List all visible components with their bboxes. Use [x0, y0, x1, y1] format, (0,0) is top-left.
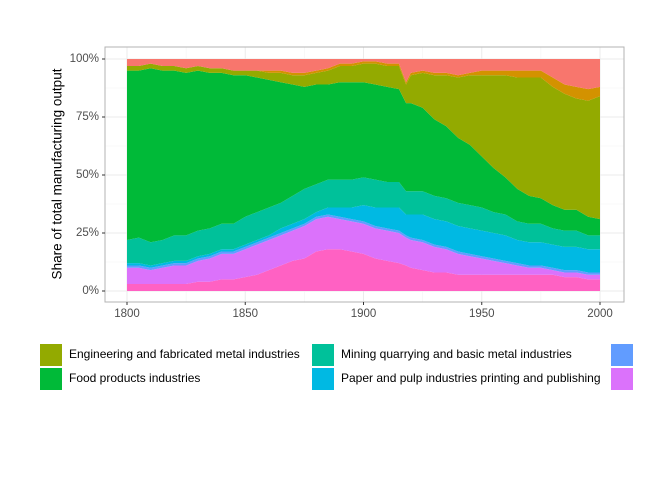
legend-key: [40, 368, 62, 390]
legend-item: Food products industries: [40, 368, 200, 390]
y-axis: 0% 25% 50% 75% 100%: [70, 53, 105, 297]
x-tick-label: 1900: [351, 308, 377, 320]
y-axis-title: Share of total manufacturing output: [50, 68, 65, 279]
legend-key: [40, 344, 62, 366]
x-tick-label: 1950: [469, 308, 495, 320]
area-series-5: [127, 177, 600, 266]
area-series-8: [127, 61, 600, 101]
legend-key: [611, 344, 633, 366]
x-tick-label: 2000: [587, 308, 613, 320]
legend-item: [611, 368, 633, 390]
x-tick-label: 1850: [232, 308, 258, 320]
y-tick-label: 0%: [82, 285, 99, 297]
y-tick-label: 25%: [76, 227, 99, 239]
legend-label: Mining quarrying and basic metal industr…: [341, 347, 572, 361]
area-series-group: [127, 59, 600, 291]
legend-item: [611, 344, 633, 366]
area-series-2: [127, 216, 600, 285]
x-tick-label: 1800: [114, 308, 140, 320]
legend-item: Paper and pulp industries printing and p…: [312, 368, 601, 390]
legend-key: [312, 344, 334, 366]
area-series-6: [127, 68, 600, 243]
legend-key: [611, 368, 633, 390]
legend: Engineering and fabricated metal industr…: [40, 344, 633, 390]
x-axis: 1800 1850 1900 1950 2000: [114, 302, 613, 320]
legend-item: Engineering and fabricated metal industr…: [40, 344, 300, 366]
y-tick-label: 50%: [76, 169, 99, 181]
area-series-1: [127, 249, 600, 291]
area-series-3: [127, 214, 600, 275]
legend-label: Food products industries: [69, 371, 200, 385]
y-tick-label: 75%: [76, 111, 99, 123]
area-series-4: [127, 205, 600, 273]
legend-item: Mining quarrying and basic metal industr…: [312, 344, 572, 366]
legend-label: Paper and pulp industries printing and p…: [341, 371, 601, 385]
y-tick-label: 100%: [70, 53, 99, 65]
area-series-9: [127, 59, 600, 90]
legend-key: [312, 368, 334, 390]
legend-label: Engineering and fabricated metal industr…: [69, 347, 300, 361]
area-series-7: [127, 63, 600, 220]
